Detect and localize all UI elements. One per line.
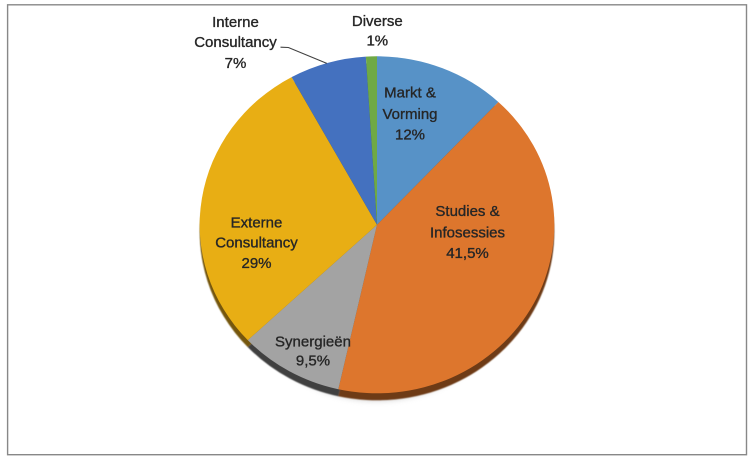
svg-text:Infosessies: Infosessies bbox=[430, 225, 505, 242]
svg-text:Vorming: Vorming bbox=[382, 106, 437, 123]
svg-text:Consultancy: Consultancy bbox=[215, 234, 298, 251]
svg-text:Studies &: Studies & bbox=[435, 203, 499, 220]
svg-text:Consultancy: Consultancy bbox=[194, 34, 277, 51]
svg-text:Interne: Interne bbox=[212, 14, 259, 31]
svg-text:Markt &: Markt & bbox=[384, 85, 436, 102]
svg-text:Diverse: Diverse bbox=[352, 13, 403, 30]
svg-text:9,5%: 9,5% bbox=[296, 353, 330, 370]
svg-text:7%: 7% bbox=[225, 55, 247, 72]
svg-text:29%: 29% bbox=[241, 255, 271, 272]
svg-text:Externe: Externe bbox=[231, 214, 283, 231]
svg-text:12%: 12% bbox=[395, 126, 425, 143]
svg-text:Synergieën: Synergieën bbox=[275, 334, 351, 351]
svg-text:41,5%: 41,5% bbox=[446, 245, 489, 262]
svg-text:1%: 1% bbox=[366, 33, 388, 50]
